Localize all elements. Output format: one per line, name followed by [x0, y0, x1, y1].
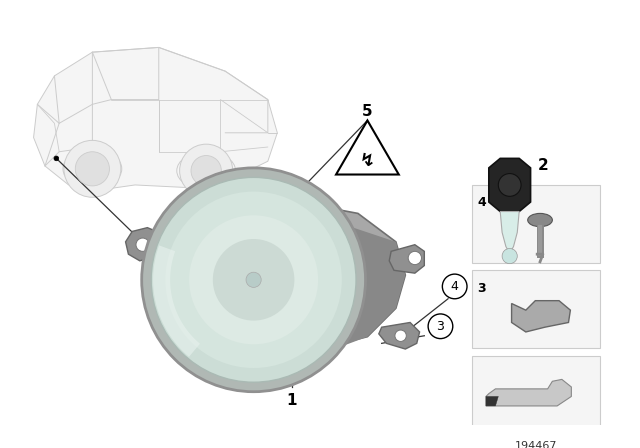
- Text: 5: 5: [362, 104, 372, 120]
- Circle shape: [213, 239, 294, 321]
- Circle shape: [54, 156, 59, 161]
- Circle shape: [136, 238, 149, 251]
- Text: 4: 4: [451, 280, 459, 293]
- Circle shape: [442, 274, 467, 299]
- Circle shape: [502, 249, 517, 264]
- Text: 194467: 194467: [515, 441, 557, 448]
- Text: 1: 1: [286, 393, 297, 408]
- Polygon shape: [225, 178, 246, 197]
- Circle shape: [64, 140, 121, 197]
- FancyBboxPatch shape: [472, 270, 600, 348]
- Circle shape: [180, 144, 233, 197]
- Circle shape: [165, 192, 342, 368]
- Ellipse shape: [528, 213, 552, 227]
- Polygon shape: [125, 228, 161, 261]
- Circle shape: [408, 251, 422, 265]
- FancyBboxPatch shape: [472, 185, 600, 263]
- Text: ↯: ↯: [360, 152, 375, 170]
- Polygon shape: [33, 47, 277, 190]
- Circle shape: [191, 155, 221, 186]
- Polygon shape: [389, 245, 424, 273]
- Text: 3: 3: [436, 320, 444, 333]
- Circle shape: [499, 173, 521, 196]
- Polygon shape: [379, 323, 420, 349]
- Circle shape: [151, 177, 356, 382]
- FancyBboxPatch shape: [472, 356, 600, 434]
- Circle shape: [141, 168, 365, 392]
- Polygon shape: [235, 176, 287, 202]
- Polygon shape: [500, 211, 519, 253]
- Ellipse shape: [63, 149, 122, 189]
- Polygon shape: [511, 301, 570, 332]
- Polygon shape: [489, 159, 531, 211]
- Polygon shape: [301, 223, 405, 351]
- Text: 3: 3: [477, 282, 486, 295]
- Circle shape: [76, 152, 109, 186]
- Polygon shape: [336, 121, 399, 175]
- Circle shape: [306, 345, 316, 354]
- Polygon shape: [486, 379, 572, 406]
- Text: 4: 4: [477, 196, 486, 209]
- Polygon shape: [486, 396, 499, 406]
- Circle shape: [189, 215, 318, 345]
- Ellipse shape: [177, 152, 236, 190]
- Circle shape: [246, 272, 261, 287]
- Circle shape: [428, 314, 452, 339]
- Polygon shape: [154, 199, 405, 356]
- Polygon shape: [153, 246, 200, 357]
- Circle shape: [395, 330, 406, 341]
- Text: 2: 2: [538, 159, 548, 173]
